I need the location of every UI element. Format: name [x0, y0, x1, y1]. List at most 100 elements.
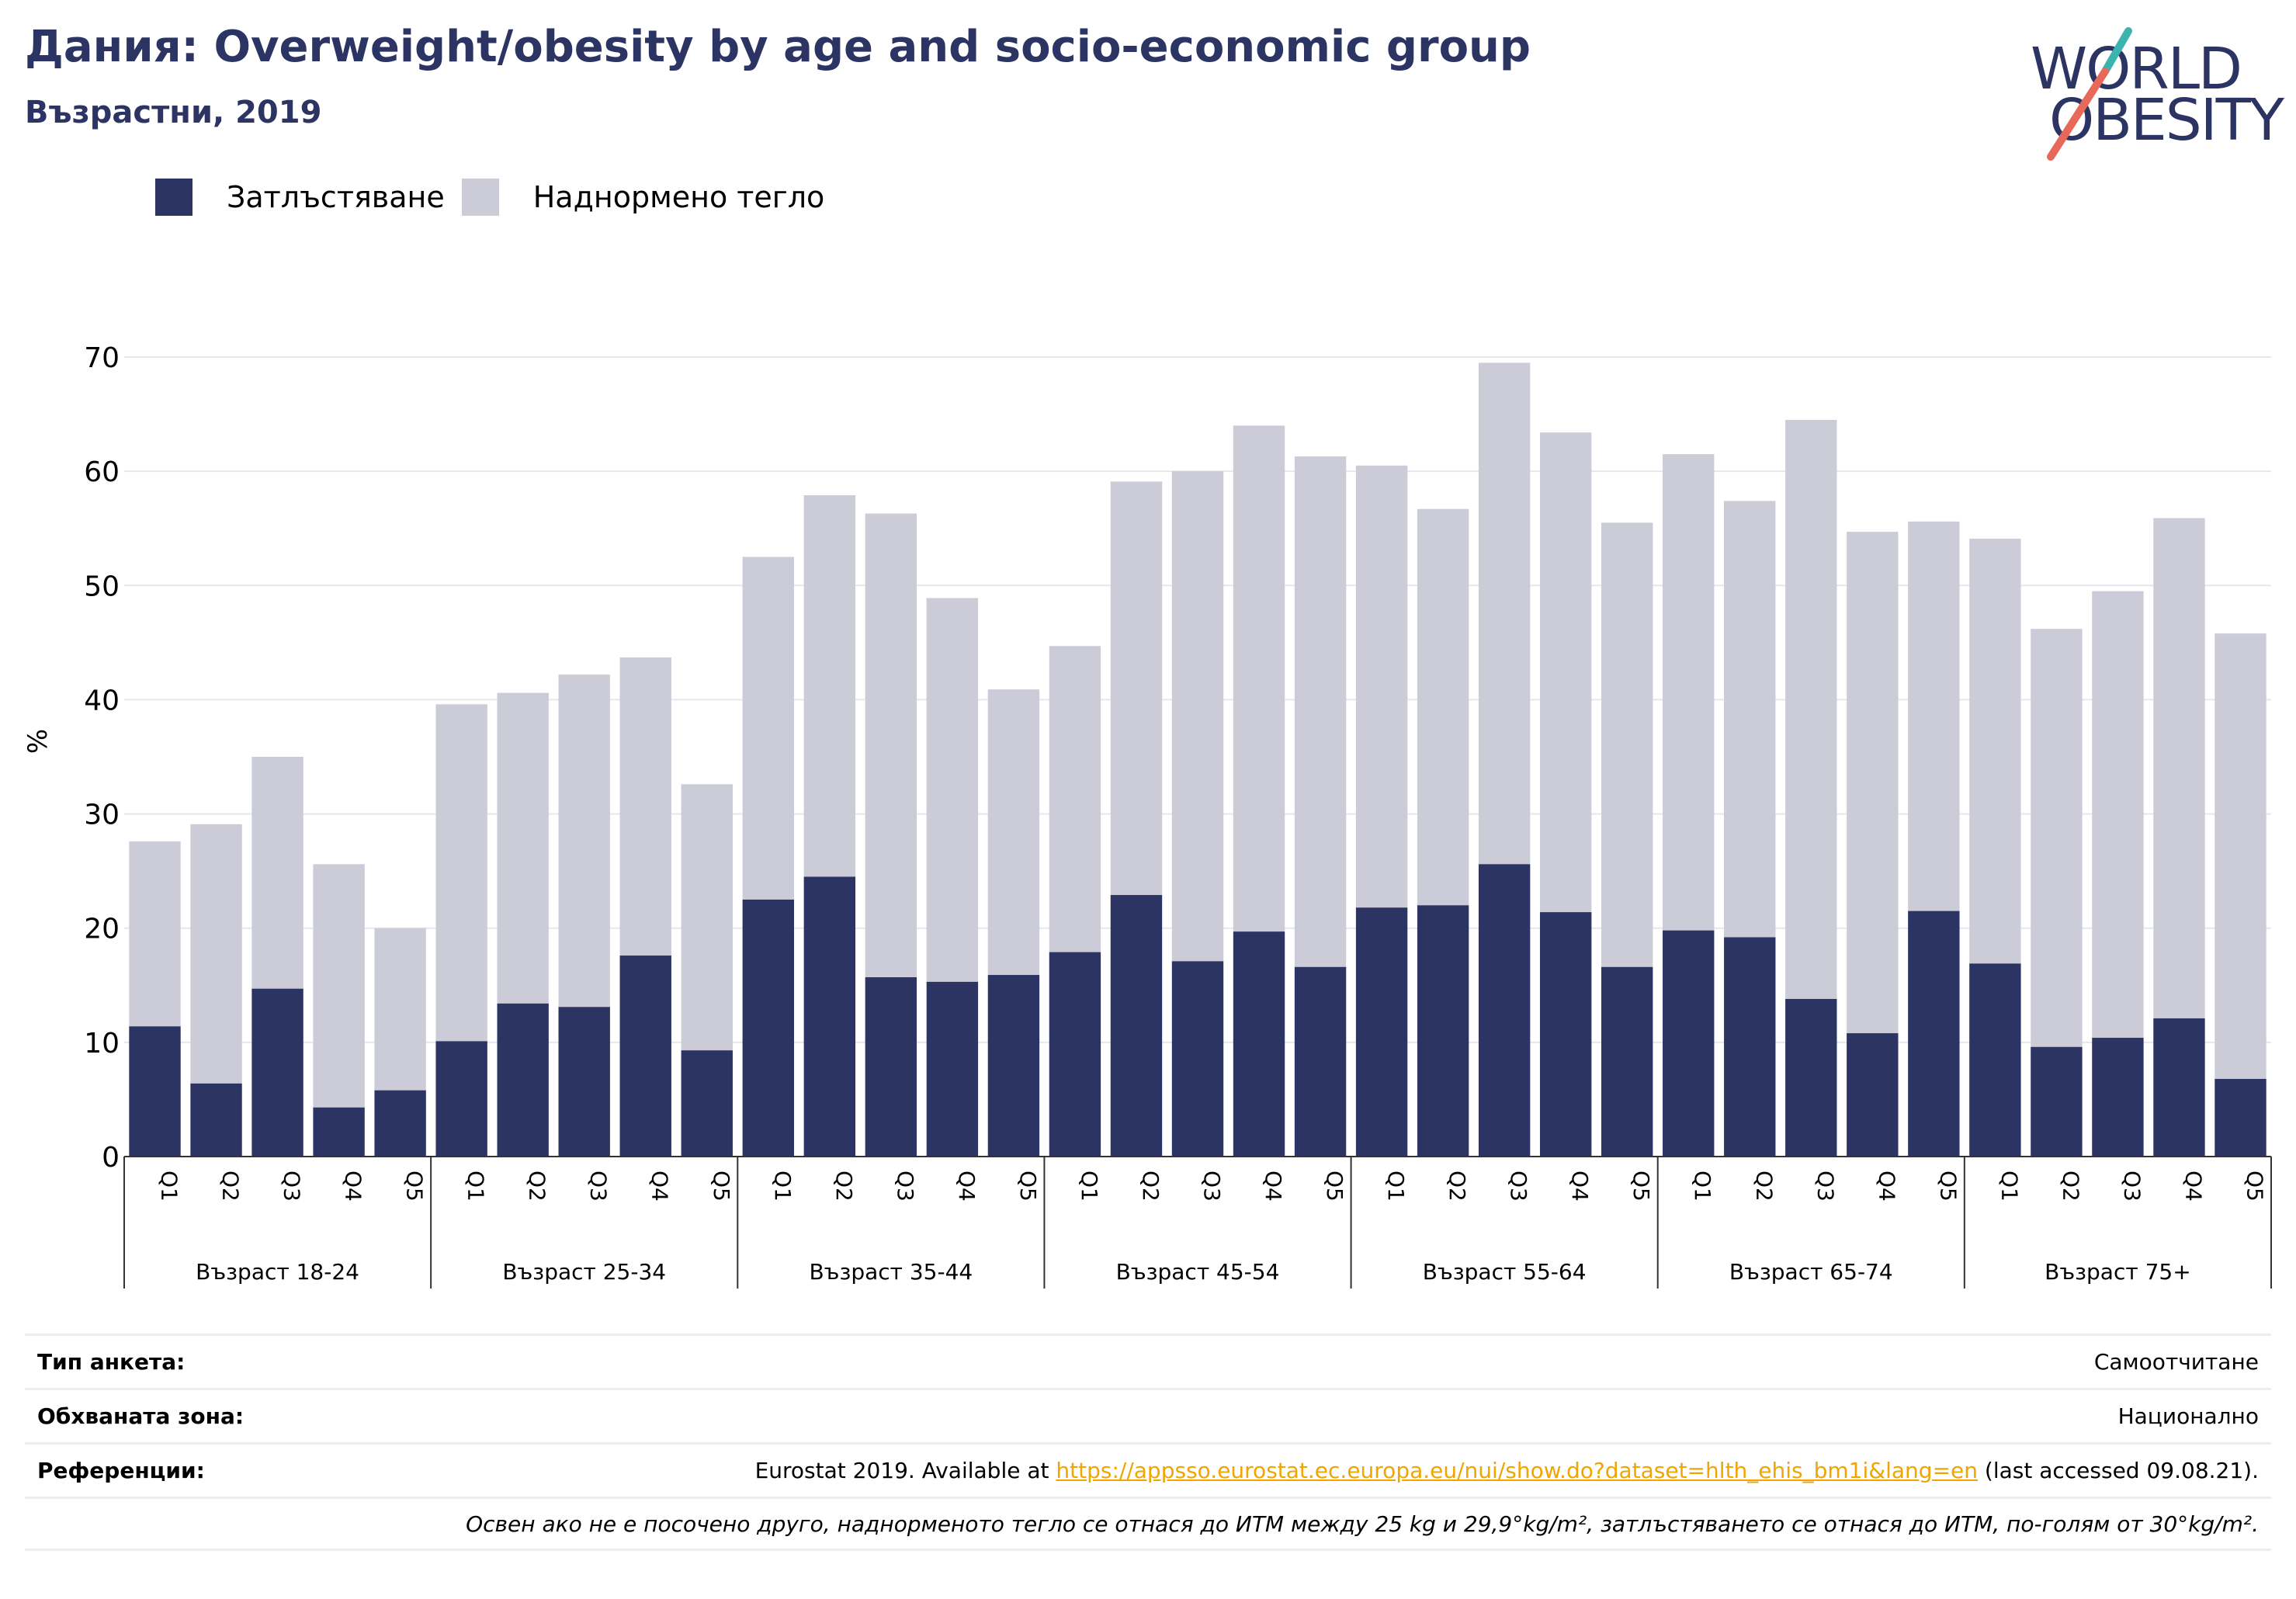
- bar-overweight: [803, 495, 856, 877]
- bar-obesity: [1355, 907, 1408, 1157]
- x-tick-label: Q1: [1077, 1171, 1102, 1202]
- chart-subtitle: Възрастни, 2019: [25, 95, 322, 130]
- bars: [129, 362, 2267, 1157]
- bar-obesity: [865, 976, 917, 1157]
- x-axis-quintile-labels: Q1 Q2 Q3 Q4 Q5 Q1 Q2 Q3 Q4 Q5 Q1 Q2 Q3 Q4 Q5 Q1 Q2 Q3 Q4 Q5…: [157, 1171, 2268, 1202]
- x-tick-label: Q4: [1874, 1171, 1899, 1202]
- group-label: Възраст 55-64: [1423, 1259, 1587, 1285]
- x-tick-label: Q5: [402, 1171, 428, 1202]
- bar-overweight: [987, 689, 1040, 976]
- footer-table: Тип анкета: Самоотчитане Обхваната зона:…: [25, 1334, 2271, 1551]
- x-tick-label: Q1: [1690, 1171, 1715, 1202]
- y-tick-label: 20: [84, 914, 120, 945]
- bar-overweight: [1847, 532, 1899, 1034]
- x-tick-label: Q3: [1506, 1171, 1531, 1202]
- x-tick-label: Q2: [831, 1171, 857, 1202]
- bar-overweight: [251, 757, 303, 989]
- bar-obesity: [1049, 952, 1101, 1157]
- y-tick-label: 30: [84, 800, 120, 831]
- coverage-value: Национално: [2117, 1403, 2259, 1429]
- legend-label-obesity: Затлъстяване: [227, 180, 445, 214]
- bar-obesity: [987, 975, 1040, 1157]
- bar-overweight: [1969, 538, 2021, 964]
- bar-obesity: [374, 1090, 426, 1157]
- bar-overweight: [1110, 481, 1163, 896]
- x-tick-label: Q4: [1567, 1171, 1593, 1202]
- bar-overweight: [2214, 633, 2267, 1079]
- bar-obesity: [251, 988, 303, 1157]
- chart-legend: Затлъстяване Наднормено тегло: [155, 179, 841, 216]
- bar-obesity: [497, 1003, 549, 1157]
- group-label: Възраст 65-74: [1729, 1259, 1893, 1285]
- bar-obesity: [2214, 1078, 2267, 1157]
- x-tick-label: Q1: [1383, 1171, 1409, 1202]
- bar-overweight: [1171, 471, 1224, 962]
- x-tick-label: Q5: [2242, 1171, 2267, 1202]
- bar-obesity: [681, 1050, 733, 1157]
- survey-type-value: Самоотчитане: [2093, 1349, 2259, 1375]
- bar-overweight: [435, 704, 487, 1042]
- y-tick-label: 70: [84, 342, 120, 374]
- bar-overweight: [1663, 454, 1715, 931]
- bar-overweight: [1417, 508, 1469, 906]
- bar-obesity: [1171, 961, 1224, 1157]
- footer-row-note: Освен ако не е посочено друго, наднормен…: [25, 1497, 2271, 1551]
- bar-obesity: [2092, 1037, 2144, 1157]
- x-tick-label: Q2: [2058, 1171, 2083, 1202]
- y-axis-label: %: [23, 729, 54, 754]
- x-tick-label: Q2: [1138, 1171, 1164, 1202]
- bar-obesity: [190, 1083, 242, 1157]
- legend-swatch-obesity: [155, 179, 192, 216]
- reference-prefix: Eurostat 2019. Available at: [754, 1458, 1056, 1483]
- bar-overweight: [129, 841, 181, 1027]
- bar-overweight: [2031, 629, 2083, 1047]
- bar-obesity: [2031, 1046, 2083, 1157]
- footer-row-coverage: Обхваната зона: Национално: [25, 1388, 2271, 1442]
- x-tick-label: Q4: [341, 1171, 366, 1202]
- y-axis-ticks: 0 10 20 30 40 50 60 70: [84, 342, 120, 1174]
- x-tick-label: Q1: [463, 1171, 489, 1202]
- bar-obesity: [1785, 998, 1837, 1157]
- bar-obesity: [1110, 895, 1163, 1157]
- x-tick-label: Q3: [893, 1171, 918, 1202]
- x-tick-label: Q5: [709, 1171, 734, 1202]
- references-value: Eurostat 2019. Available at https://apps…: [755, 1458, 2259, 1483]
- bar-overweight: [1908, 521, 1960, 911]
- bar-obesity: [1847, 1033, 1899, 1157]
- bar-overweight: [926, 598, 979, 982]
- bar-overweight: [1724, 501, 1776, 938]
- legend-item-overweight: Наднормено тегло: [461, 179, 825, 216]
- group-label: Възраст 45-54: [1116, 1259, 1280, 1285]
- x-tick-label: Q2: [1751, 1171, 1777, 1202]
- bar-obesity: [2153, 1018, 2205, 1157]
- y-tick-label: 0: [102, 1142, 120, 1174]
- reference-link[interactable]: https://appsso.eurostat.ec.europa.eu/nui…: [1056, 1458, 1978, 1483]
- legend-label-overweight: Наднормено тегло: [532, 180, 825, 214]
- bar-overweight: [1049, 646, 1101, 952]
- x-tick-label: Q5: [1935, 1171, 1961, 1202]
- survey-type-label: Тип анкета:: [37, 1349, 186, 1375]
- bar-obesity: [1417, 905, 1469, 1157]
- bar-obesity: [1478, 864, 1531, 1157]
- bar-overweight: [558, 675, 610, 1008]
- bar-overweight: [865, 513, 917, 977]
- bar-obesity: [619, 956, 671, 1157]
- group-label: Възраст 25-34: [502, 1259, 666, 1285]
- bmi-definition-note: Освен ако не е посочено друго, наднормен…: [466, 1511, 2259, 1537]
- bar-overweight: [374, 928, 426, 1091]
- footer-row-survey-type: Тип анкета: Самоотчитане: [25, 1334, 2271, 1388]
- bar-obesity: [1908, 910, 1960, 1157]
- y-tick-label: 50: [84, 571, 120, 602]
- y-tick-label: 40: [84, 685, 120, 716]
- x-tick-label: Q3: [2119, 1171, 2145, 1202]
- x-tick-label: Q5: [1628, 1171, 1654, 1202]
- bar-obesity: [1724, 937, 1776, 1157]
- bar-overweight: [1478, 362, 1531, 865]
- x-tick-label: Q1: [1996, 1171, 2022, 1202]
- coverage-label: Обхваната зона:: [37, 1403, 245, 1429]
- logo-slash-icon: [2047, 27, 2132, 161]
- y-tick-label: 10: [84, 1028, 120, 1060]
- bar-overweight: [1601, 522, 1653, 967]
- group-label: Възраст 18-24: [196, 1259, 359, 1285]
